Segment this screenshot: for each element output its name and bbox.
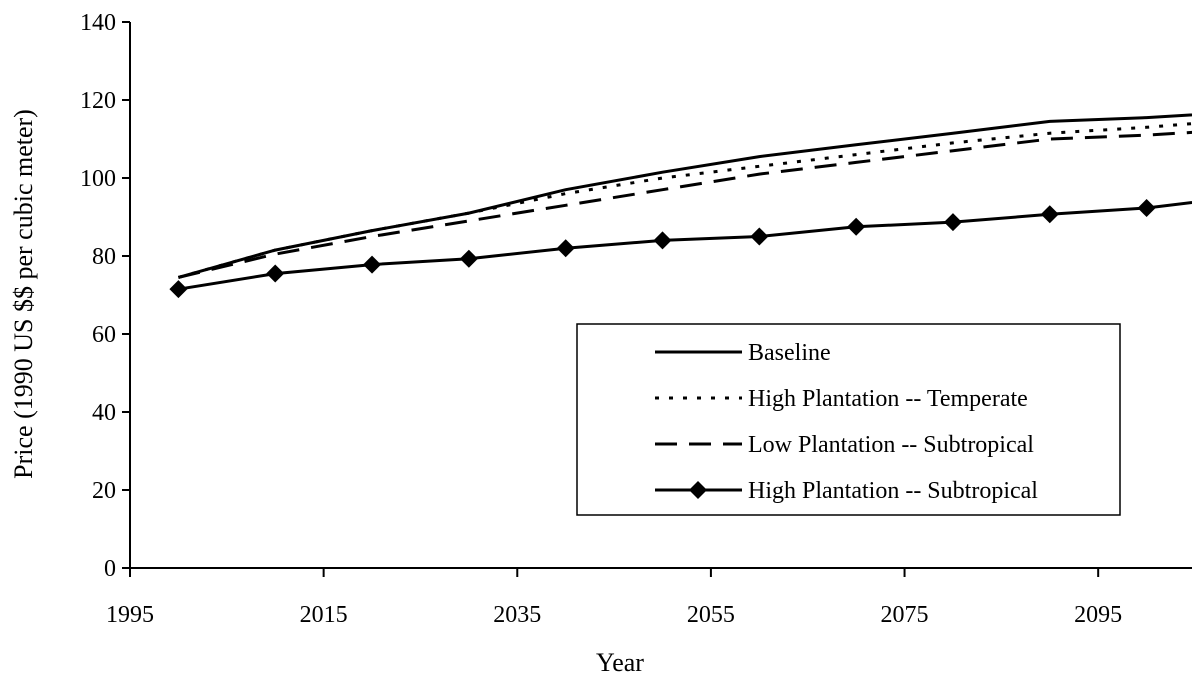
data-point-marker — [363, 255, 382, 274]
series-line — [178, 130, 1192, 279]
y-tick-label: 100 — [80, 166, 116, 192]
y-tick-label: 140 — [80, 10, 116, 36]
series-line — [177, 122, 1192, 279]
x-tick-label: 2015 — [300, 602, 348, 628]
y-tick-label: 80 — [92, 244, 116, 270]
data-point-marker — [653, 231, 672, 250]
y-axis-title: Price (1990 US $$ per cubic meter) — [9, 109, 38, 479]
y-tick-label: 120 — [80, 88, 116, 114]
data-point-marker — [266, 264, 285, 283]
legend-item: High Plantation -- Subtropical — [655, 478, 1038, 504]
legend-marker — [689, 481, 707, 499]
legend-label: High Plantation -- Temperate — [748, 386, 1028, 412]
legend-item: Baseline — [655, 340, 831, 366]
y-tick-label: 40 — [92, 400, 116, 426]
series-layer — [169, 113, 1192, 299]
legend-label: High Plantation -- Subtropical — [748, 478, 1038, 504]
series-1 — [177, 113, 1192, 279]
data-point-marker — [847, 217, 866, 236]
x-tick-label: 2055 — [687, 602, 735, 628]
legend-item: Low Plantation -- Subtropical — [655, 432, 1034, 458]
y-tick-label: 20 — [92, 478, 116, 504]
data-point-marker — [169, 280, 188, 299]
data-point-marker — [1040, 205, 1059, 224]
x-tick-label: 2095 — [1074, 602, 1122, 628]
data-point-marker — [943, 213, 962, 232]
x-tick-label: 2075 — [881, 602, 929, 628]
data-point-marker — [1137, 199, 1156, 218]
x-tick-label: 2035 — [493, 602, 541, 628]
data-point-marker — [750, 227, 769, 246]
legend-label: Baseline — [748, 340, 831, 366]
legend-item: High Plantation -- Temperate — [655, 386, 1028, 412]
y-axis-ticks: 0 20 40 60 80 100 120 140 — [80, 10, 130, 582]
series-4 — [169, 199, 1192, 299]
axes — [129, 22, 1192, 569]
series-3 — [178, 130, 1192, 279]
legend: Baseline High Plantation -- Temperate Low … — [576, 323, 1121, 516]
x-axis-title: Year — [596, 648, 644, 677]
legend-box — [576, 323, 1121, 516]
series-line — [178, 201, 1192, 291]
x-tick-label: 1995 — [106, 602, 154, 628]
series-2 — [177, 122, 1192, 279]
x-axis-ticks: 1995 2015 2035 2055 2075 2095 — [106, 568, 1122, 628]
data-point-marker — [459, 249, 478, 268]
y-tick-label: 60 — [92, 322, 116, 348]
data-point-marker — [556, 239, 575, 258]
legend-label: Low Plantation -- Subtropical — [748, 432, 1034, 458]
series-line — [177, 113, 1192, 279]
y-tick-label: 0 — [104, 556, 116, 582]
